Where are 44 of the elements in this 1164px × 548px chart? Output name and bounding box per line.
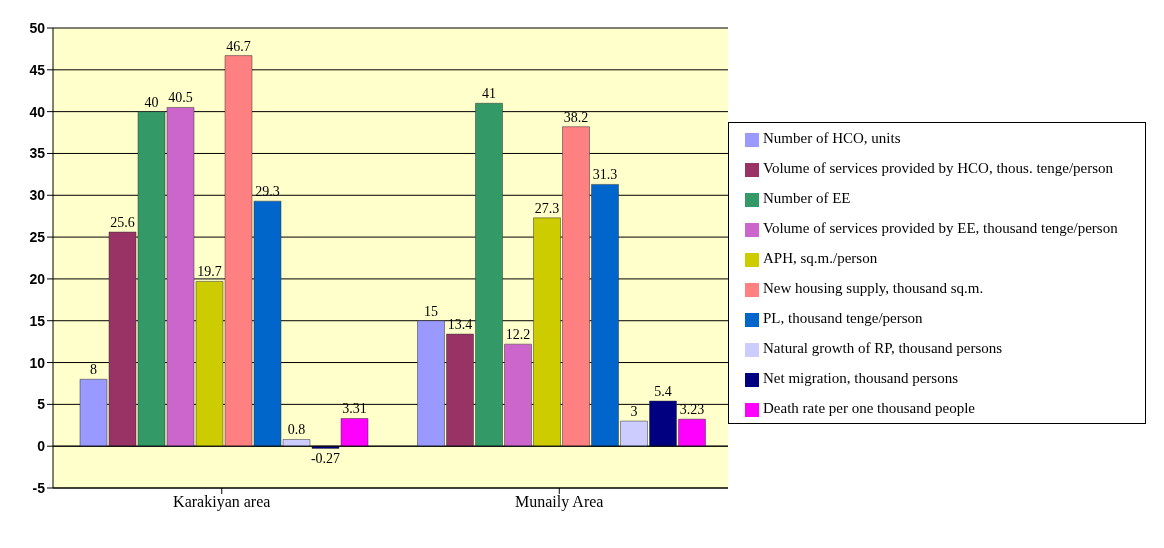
y-tick-label: 0 bbox=[37, 438, 46, 455]
data-label: 15 bbox=[424, 303, 438, 319]
data-label: 3.31 bbox=[342, 401, 367, 417]
x-tick-label: Karakiyan area bbox=[173, 493, 271, 512]
data-label: 46.7 bbox=[226, 38, 251, 54]
data-label: 0.8 bbox=[287, 422, 306, 438]
y-tick-label: 30 bbox=[29, 187, 46, 204]
legend-label: New housing supply, thousand sq.m. bbox=[763, 280, 984, 296]
data-label: 3.23 bbox=[679, 402, 705, 418]
y-tick-label: 25 bbox=[29, 229, 46, 246]
y-tick-label: -5 bbox=[32, 479, 46, 496]
legend-label: Net migration, thousand persons bbox=[763, 370, 958, 386]
y-tick-label: 50 bbox=[29, 19, 46, 36]
data-label: 3 bbox=[630, 404, 638, 420]
y-tick-label: 15 bbox=[29, 312, 46, 329]
data-label: 19.7 bbox=[197, 264, 222, 280]
data-label: 5.4 bbox=[654, 384, 672, 400]
bar bbox=[340, 418, 369, 447]
data-label: 38.2 bbox=[563, 109, 589, 125]
data-label: 13.4 bbox=[447, 317, 473, 333]
legend-label: Death rate per one thousand people bbox=[763, 400, 975, 416]
data-label: 8 bbox=[90, 362, 97, 378]
data-label: -0.27 bbox=[310, 451, 341, 467]
y-tick-label: 10 bbox=[29, 354, 46, 371]
legend-label: PL, thousand tenge/person bbox=[763, 310, 923, 326]
data-label: 12.2 bbox=[505, 327, 531, 343]
y-tick-label: 20 bbox=[29, 270, 46, 287]
legend-label: Volume of services provided by EE, thousand tenge/person bbox=[763, 220, 1118, 236]
data-label: 27.3 bbox=[534, 200, 560, 216]
data-label: 40.5 bbox=[168, 90, 193, 106]
y-tick-label: 5 bbox=[37, 396, 46, 413]
y-tick-label: 40 bbox=[29, 103, 46, 120]
y-tick-label: 45 bbox=[29, 61, 46, 78]
legend-label: Number of HCO, units bbox=[763, 130, 901, 146]
legend-label: Volume of services provided by HCO, thous. tenge/person bbox=[763, 160, 1114, 176]
legend-label: APH, sq.m./person bbox=[763, 250, 878, 266]
data-label: 25.6 bbox=[110, 215, 135, 231]
data-label: 40 bbox=[144, 94, 159, 110]
legend-label: Natural growth of RP, thousand persons bbox=[763, 340, 1003, 356]
data-label: 31.3 bbox=[592, 167, 618, 183]
y-tick-label: 35 bbox=[29, 145, 46, 162]
x-tick-label: Munaily Area bbox=[515, 493, 604, 512]
legend-label: Number of EE bbox=[763, 190, 851, 206]
data-label: 41 bbox=[482, 86, 496, 102]
